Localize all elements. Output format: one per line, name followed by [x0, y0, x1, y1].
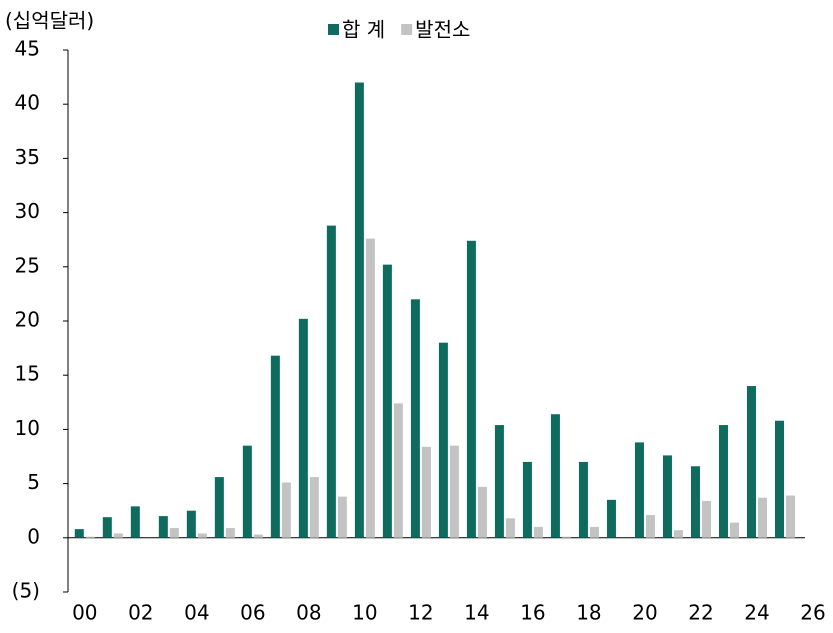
bar [354, 82, 364, 538]
y-tick-label: 10 [15, 416, 40, 440]
bar [214, 477, 224, 538]
bar [561, 536, 571, 538]
bar [382, 264, 392, 538]
x-tick-label: 12 [408, 601, 433, 625]
bar [242, 445, 252, 538]
bar [757, 497, 767, 538]
bar [522, 461, 532, 538]
bar [365, 238, 375, 538]
x-tick-label: 18 [576, 601, 601, 625]
bar [298, 318, 308, 538]
x-tick-label: 08 [296, 601, 321, 625]
x-tick-label: 04 [184, 601, 209, 625]
bar [606, 499, 616, 538]
bar [410, 299, 420, 538]
y-axis-label: (십억달러) [5, 9, 94, 33]
bar [169, 528, 179, 538]
x-tick-label: 22 [688, 601, 713, 625]
y-tick-label: 0 [27, 524, 40, 548]
bar [718, 425, 728, 538]
bar [197, 533, 207, 538]
bar [645, 515, 655, 538]
y-tick-label: 30 [15, 199, 40, 223]
bar [326, 225, 336, 538]
bar [550, 414, 560, 538]
bar [746, 386, 756, 538]
bar [130, 506, 140, 538]
bar [186, 510, 196, 538]
x-tick-label: 20 [632, 601, 657, 625]
x-tick-label: 14 [464, 601, 489, 625]
legend-swatch [328, 24, 339, 35]
bar [438, 342, 448, 538]
y-tick-label: (5) [12, 579, 40, 603]
bar [505, 518, 515, 538]
legend-label: 합 계 [342, 18, 385, 42]
bar [477, 486, 487, 538]
bar [494, 425, 504, 538]
bar [449, 445, 459, 538]
bar [158, 516, 168, 538]
y-tick-label: 40 [15, 91, 40, 115]
x-tick-label: 24 [744, 601, 769, 625]
bar [309, 477, 319, 538]
bar [701, 500, 711, 538]
x-tick-label: 26 [800, 601, 825, 625]
bar [466, 240, 476, 538]
x-tick-label: 16 [520, 601, 545, 625]
bar [85, 536, 95, 538]
bar [253, 534, 263, 538]
bar [774, 420, 784, 538]
bar [421, 446, 431, 538]
x-tick-label: 00 [72, 601, 97, 625]
bar [270, 355, 280, 538]
bar [225, 528, 235, 538]
y-tick-label: 45 [15, 37, 40, 61]
bar [785, 495, 795, 538]
bar [113, 533, 123, 538]
legend-swatch [401, 24, 413, 35]
bar [578, 461, 588, 538]
bar [690, 466, 700, 538]
bar [533, 526, 543, 538]
x-tick-label: 10 [352, 601, 377, 625]
x-tick-label: 06 [240, 601, 265, 625]
legend-label: 발전소 [415, 18, 470, 42]
y-tick-label: 20 [15, 308, 40, 332]
bar [74, 529, 84, 538]
y-tick-label: 5 [27, 470, 40, 494]
y-tick-label: 15 [15, 362, 40, 386]
bar [662, 455, 672, 538]
y-tick-label: 25 [15, 253, 40, 277]
bar [673, 530, 683, 538]
bar [337, 496, 347, 538]
bar [393, 403, 403, 538]
bar [729, 522, 739, 538]
y-tick-label: 35 [15, 145, 40, 169]
bar [589, 526, 599, 538]
x-tick-label: 02 [128, 601, 153, 625]
bar [634, 442, 644, 538]
bar [281, 482, 291, 538]
bar [102, 517, 112, 538]
